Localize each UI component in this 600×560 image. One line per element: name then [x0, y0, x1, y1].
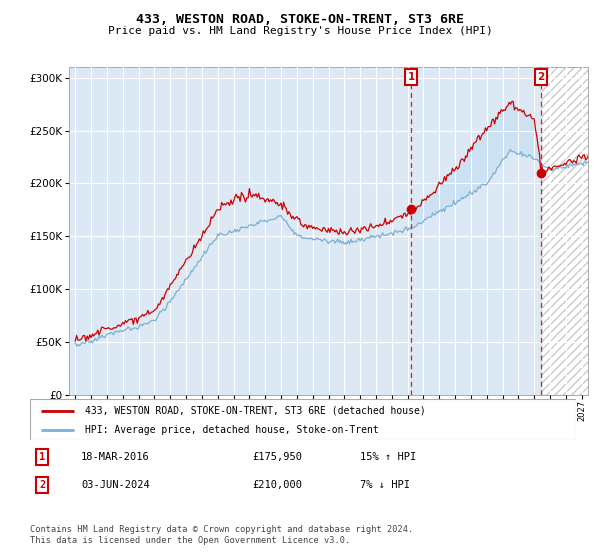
Text: 2: 2 — [39, 480, 45, 490]
Text: 1: 1 — [407, 72, 415, 82]
Text: 1: 1 — [39, 452, 45, 462]
Text: 15% ↑ HPI: 15% ↑ HPI — [360, 452, 416, 462]
Text: Contains HM Land Registry data © Crown copyright and database right 2024.
This d: Contains HM Land Registry data © Crown c… — [30, 525, 413, 545]
Text: 433, WESTON ROAD, STOKE-ON-TRENT, ST3 6RE: 433, WESTON ROAD, STOKE-ON-TRENT, ST3 6R… — [136, 13, 464, 26]
Text: 7% ↓ HPI: 7% ↓ HPI — [360, 480, 410, 490]
Text: 2: 2 — [537, 72, 544, 82]
Text: £210,000: £210,000 — [252, 480, 302, 490]
Text: 433, WESTON ROAD, STOKE-ON-TRENT, ST3 6RE (detached house): 433, WESTON ROAD, STOKE-ON-TRENT, ST3 6R… — [85, 405, 425, 416]
Text: 18-MAR-2016: 18-MAR-2016 — [81, 452, 150, 462]
Text: £175,950: £175,950 — [252, 452, 302, 462]
FancyBboxPatch shape — [30, 399, 576, 440]
Text: Price paid vs. HM Land Registry's House Price Index (HPI): Price paid vs. HM Land Registry's House … — [107, 26, 493, 36]
Text: HPI: Average price, detached house, Stoke-on-Trent: HPI: Average price, detached house, Stok… — [85, 424, 379, 435]
Text: 03-JUN-2024: 03-JUN-2024 — [81, 480, 150, 490]
